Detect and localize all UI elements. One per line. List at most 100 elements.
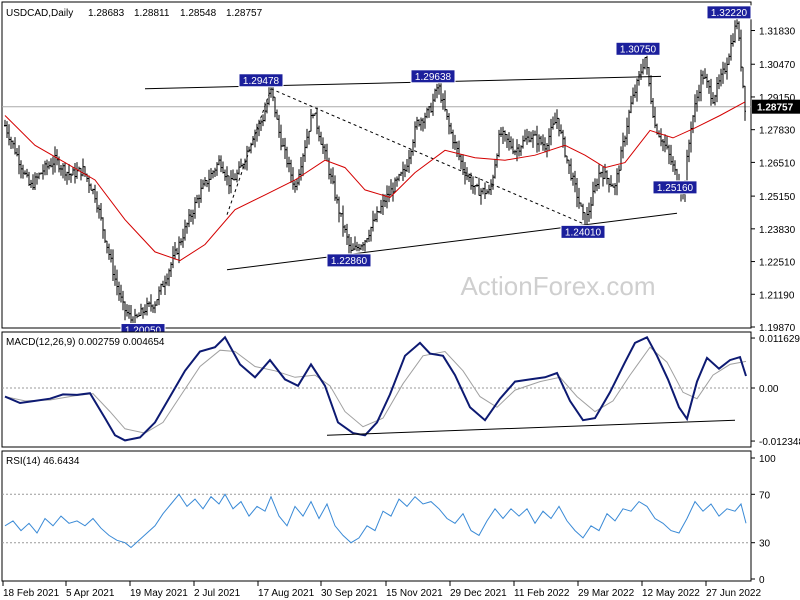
price-level-label: 1.22860: [326, 253, 372, 268]
price-bar: [154, 301, 156, 314]
price-bar: [338, 196, 340, 223]
price-bar: [498, 129, 500, 158]
price-bar: [40, 172, 42, 175]
price-bar: [550, 118, 552, 146]
macd-line: [4, 335, 747, 442]
price-bar: [474, 185, 476, 195]
price-bar: [204, 177, 206, 187]
price-bar: [12, 140, 14, 149]
svg-text:1.29638: 1.29638: [415, 72, 452, 83]
price-bar: [138, 312, 140, 317]
price-bar: [534, 130, 536, 136]
price-bar: [422, 117, 424, 132]
price-bar: [416, 116, 418, 130]
price-bar: [556, 109, 558, 130]
price-bar: [198, 194, 200, 208]
price-bar: [8, 124, 10, 146]
price-bar: [98, 204, 100, 219]
price-bar: [122, 290, 124, 311]
price-bar: [396, 176, 398, 187]
price-bar: [494, 158, 496, 179]
price-bar: [48, 161, 50, 170]
price-bar: [70, 173, 72, 183]
price-bar: [510, 136, 512, 150]
price-bar: [632, 87, 634, 105]
price-bar: [716, 77, 718, 103]
price-bar: [590, 197, 592, 219]
svg-text:1.30750: 1.30750: [620, 44, 657, 55]
price-bar: [544, 137, 546, 153]
price-bar: [208, 169, 210, 192]
price-bar: [62, 163, 64, 179]
price-bar: [210, 168, 212, 180]
price-bar: [224, 169, 226, 181]
price-bar: [488, 184, 490, 195]
price-bar: [430, 102, 432, 113]
price-bar: [146, 297, 148, 316]
price-bar: [52, 156, 54, 175]
macd-tick-label: -0.012348: [759, 437, 800, 448]
price-bar: [276, 109, 278, 120]
price-bar: [698, 84, 700, 102]
price-bar: [110, 249, 112, 263]
macd-tick-label: 0.00: [759, 384, 779, 395]
price-bar: [284, 137, 286, 159]
price-bar: [322, 137, 324, 155]
price-bar: [28, 171, 30, 187]
price-bar: [168, 268, 170, 287]
price-bar: [112, 249, 114, 282]
price-bar: [54, 146, 56, 173]
ohlc-open: 1.28683: [88, 8, 125, 19]
price-bar: [428, 106, 430, 118]
price-bar: [192, 209, 194, 225]
price-bar: [302, 153, 304, 177]
price-bar: [178, 236, 180, 264]
price-bar: [230, 170, 232, 194]
price-bar: [382, 193, 384, 216]
price-bar: [620, 146, 622, 171]
price-bar: [50, 158, 52, 168]
price-bar: [236, 169, 238, 183]
price-bar: [310, 108, 312, 132]
price-bar: [316, 107, 318, 135]
price-bar: [136, 313, 138, 319]
rsi-line: [4, 493, 747, 549]
price-bar: [306, 128, 308, 149]
price-bar: [152, 304, 154, 313]
price-bar: [594, 178, 596, 194]
price-bar: [630, 95, 632, 114]
price-bar: [188, 209, 190, 228]
price-bar: [638, 71, 640, 86]
price-bar: [268, 86, 270, 106]
price-bar: [218, 155, 220, 166]
svg-text:1.32220: 1.32220: [711, 8, 748, 19]
price-bar: [400, 171, 402, 177]
price-bar: [512, 138, 514, 155]
price-bar: [186, 222, 188, 234]
price-bar: [88, 175, 90, 193]
price-bar: [360, 244, 362, 251]
price-bar: [412, 139, 414, 156]
price-bar: [214, 167, 216, 177]
price-bar: [96, 191, 98, 213]
price-bar: [634, 84, 636, 98]
rsi-panel: RSI(14) 46.6434 100 70 30 0: [1, 450, 776, 586]
price-bar: [730, 34, 732, 61]
rsi-tick-label: 100: [759, 454, 776, 465]
price-bar: [162, 280, 164, 288]
price-bar: [432, 93, 434, 116]
price-bar: [508, 132, 510, 151]
price-bar: [254, 129, 256, 148]
price-bar: [114, 265, 116, 286]
price-bar: [598, 164, 600, 190]
price-bar: [518, 143, 520, 157]
price-bar: [160, 283, 162, 295]
price-bar: [182, 228, 184, 248]
price-bar: [694, 94, 696, 123]
price-bar: [572, 172, 574, 186]
price-bar: [554, 112, 556, 125]
price-bar: [220, 155, 222, 173]
price-bar: [496, 153, 498, 168]
macd-tick-label: 0.011629: [759, 334, 800, 345]
svg-text:1.24010: 1.24010: [565, 227, 602, 238]
